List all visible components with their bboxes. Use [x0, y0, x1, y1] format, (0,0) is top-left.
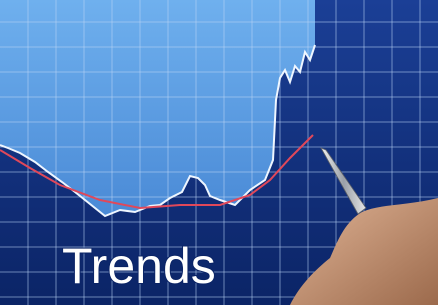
page: {"caption": "Trends"}: [0, 0, 438, 305]
photo: Trends: [0, 0, 438, 305]
caption: Trends: [62, 238, 216, 294]
